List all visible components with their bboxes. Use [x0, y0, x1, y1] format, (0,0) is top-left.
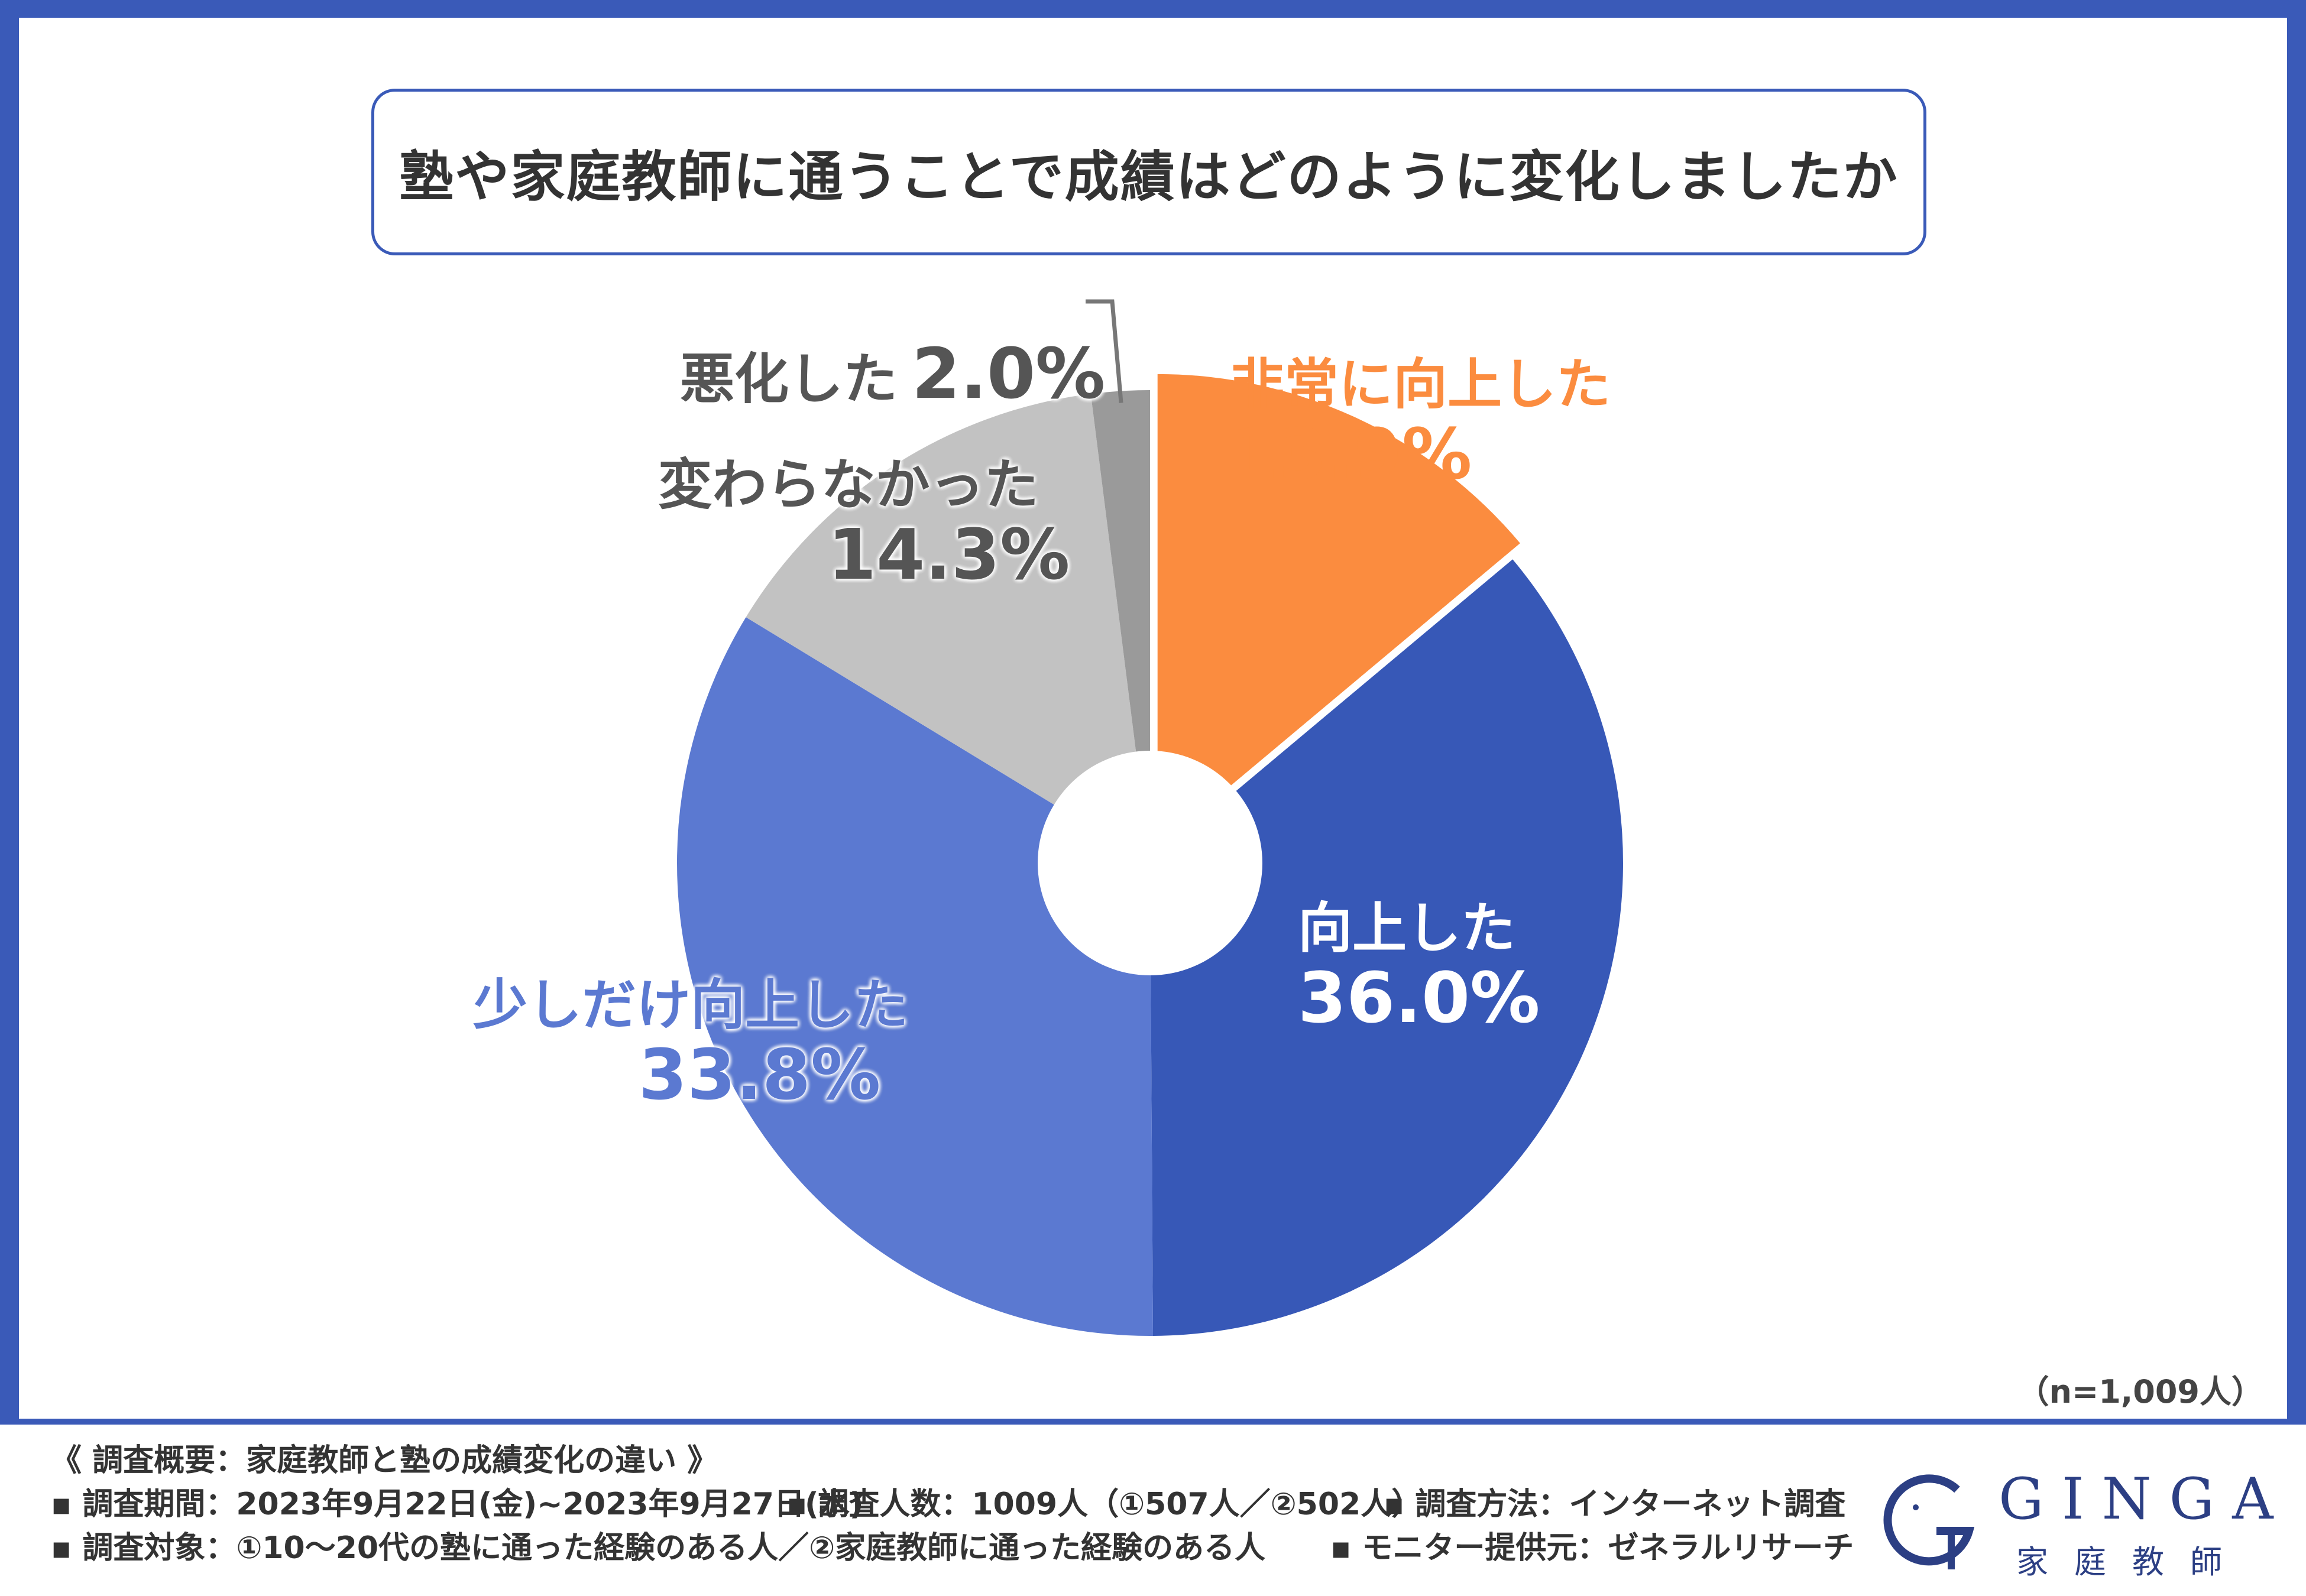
slice-value: 36.0% — [1298, 957, 1540, 1039]
footer-summary-title: 《 調査概要：家庭教師と塾の成績変化の違い 》 — [51, 1443, 718, 1478]
footer-method: ▪ 調査方法：インターネット調査 — [1384, 1487, 1846, 1522]
slice-label: 悪化した — [680, 348, 898, 411]
label-no-change: 変わらなかった 14.3% — [627, 455, 1070, 595]
donut-hole — [1038, 751, 1262, 975]
slice-worsened — [1090, 390, 1150, 863]
slice-no-change — [746, 394, 1150, 863]
slice-very-improved — [1157, 374, 1520, 847]
slice-value: 13.9% — [1230, 413, 1472, 495]
chart-title-box: 塾や家庭教師に通うことで成績はどのように変化しましたか — [371, 89, 1926, 255]
slice-slightly-improved — [676, 617, 1154, 1336]
survey-footer: 《 調査概要：家庭教師と塾の成績変化の違い 》 ▪ 調査期間：2023年9月22… — [0, 1425, 2306, 1596]
footer-provider: ▪ モニター提供元：ゼネラルリサーチ — [1330, 1530, 1854, 1566]
label-worsened: 悪化した 2.0% — [680, 333, 1106, 414]
sample-size-note: （n=1,009人） — [2017, 1373, 2264, 1410]
slice-value: 14.3% — [828, 514, 1070, 596]
slice-value: 2.0% — [912, 333, 1106, 414]
footer-count: ▪ 調査人数：1009人（①507人／②502人） — [786, 1487, 1423, 1522]
logo-subtitle: 家庭教師 — [2016, 1543, 2248, 1581]
slice-label: 変わらなかった — [658, 453, 1039, 517]
ginga-logo-icon — [1883, 1474, 1975, 1569]
logo-brand: GINGA — [1999, 1466, 2291, 1532]
label-improved: 向上した 36.0% — [1298, 898, 1540, 1039]
slice-label: 非常に向上した — [1230, 353, 1611, 416]
slice-improved — [1150, 559, 1623, 1336]
ginga-logo: GINGA 家庭教師 — [1880, 1460, 2273, 1581]
leader-line — [1086, 299, 1123, 403]
slice-value: 33.8% — [639, 1034, 881, 1116]
label-very-improved: 非常に向上した 13.9% — [1230, 355, 1611, 495]
footer-target: ▪ 調査対象：①10～20代の塾に通った経験のある人／②家庭教師に通った経験のあ… — [51, 1530, 1266, 1566]
footer-period: ▪ 調査期間：2023年9月22日(金)~2023年9月27日(水) — [51, 1487, 864, 1522]
chart-title: 塾や家庭教師に通うことで成績はどのように変化しましたか — [399, 145, 1899, 209]
slice-label: 向上した — [1298, 897, 1516, 960]
slice-label: 少しだけ向上した — [473, 974, 909, 1037]
label-slightly-improved: 少しだけ向上した 33.8% — [473, 975, 908, 1115]
